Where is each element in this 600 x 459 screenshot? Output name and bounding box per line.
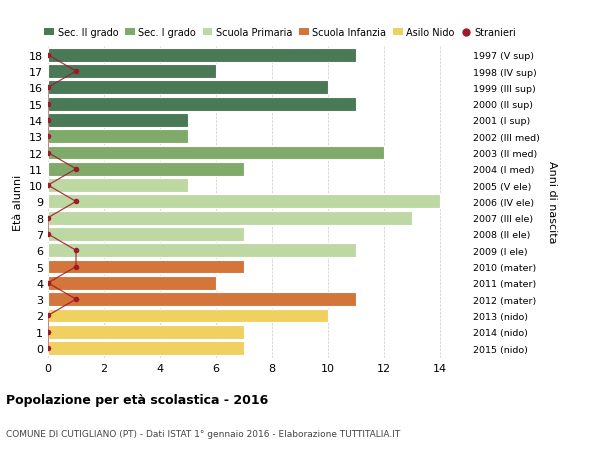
Bar — [48, 179, 188, 193]
Bar — [48, 292, 356, 307]
Point — [71, 296, 81, 303]
Point — [43, 328, 53, 336]
Point — [43, 214, 53, 222]
Point — [43, 182, 53, 190]
Bar — [48, 228, 244, 241]
Point — [71, 166, 81, 173]
Legend: Sec. II grado, Sec. I grado, Scuola Primaria, Scuola Infanzia, Asilo Nido, Stran: Sec. II grado, Sec. I grado, Scuola Prim… — [44, 28, 516, 38]
Bar — [48, 130, 188, 144]
Point — [43, 101, 53, 108]
Point — [71, 247, 81, 254]
Y-axis label: Età alunni: Età alunni — [13, 174, 23, 230]
Bar — [48, 211, 412, 225]
Point — [71, 198, 81, 206]
Point — [43, 133, 53, 140]
Point — [43, 280, 53, 287]
Bar — [48, 146, 384, 160]
Point — [71, 68, 81, 76]
Bar — [48, 162, 244, 176]
Point — [43, 150, 53, 157]
Bar — [48, 341, 244, 355]
Bar — [48, 65, 216, 79]
Bar — [48, 309, 328, 323]
Point — [43, 231, 53, 238]
Text: Popolazione per età scolastica - 2016: Popolazione per età scolastica - 2016 — [6, 393, 268, 406]
Bar — [48, 260, 244, 274]
Point — [43, 312, 53, 319]
Bar — [48, 325, 244, 339]
Point — [43, 117, 53, 124]
Bar — [48, 49, 356, 62]
Point — [43, 345, 53, 352]
Bar — [48, 114, 188, 128]
Bar — [48, 244, 356, 257]
Bar — [48, 81, 328, 95]
Bar — [48, 195, 440, 209]
Point — [71, 263, 81, 271]
Y-axis label: Anni di nascita: Anni di nascita — [547, 161, 557, 243]
Text: COMUNE DI CUTIGLIANO (PT) - Dati ISTAT 1° gennaio 2016 - Elaborazione TUTTITALIA: COMUNE DI CUTIGLIANO (PT) - Dati ISTAT 1… — [6, 429, 400, 438]
Point — [43, 84, 53, 92]
Point — [43, 52, 53, 59]
Bar — [48, 97, 356, 112]
Bar — [48, 276, 216, 290]
